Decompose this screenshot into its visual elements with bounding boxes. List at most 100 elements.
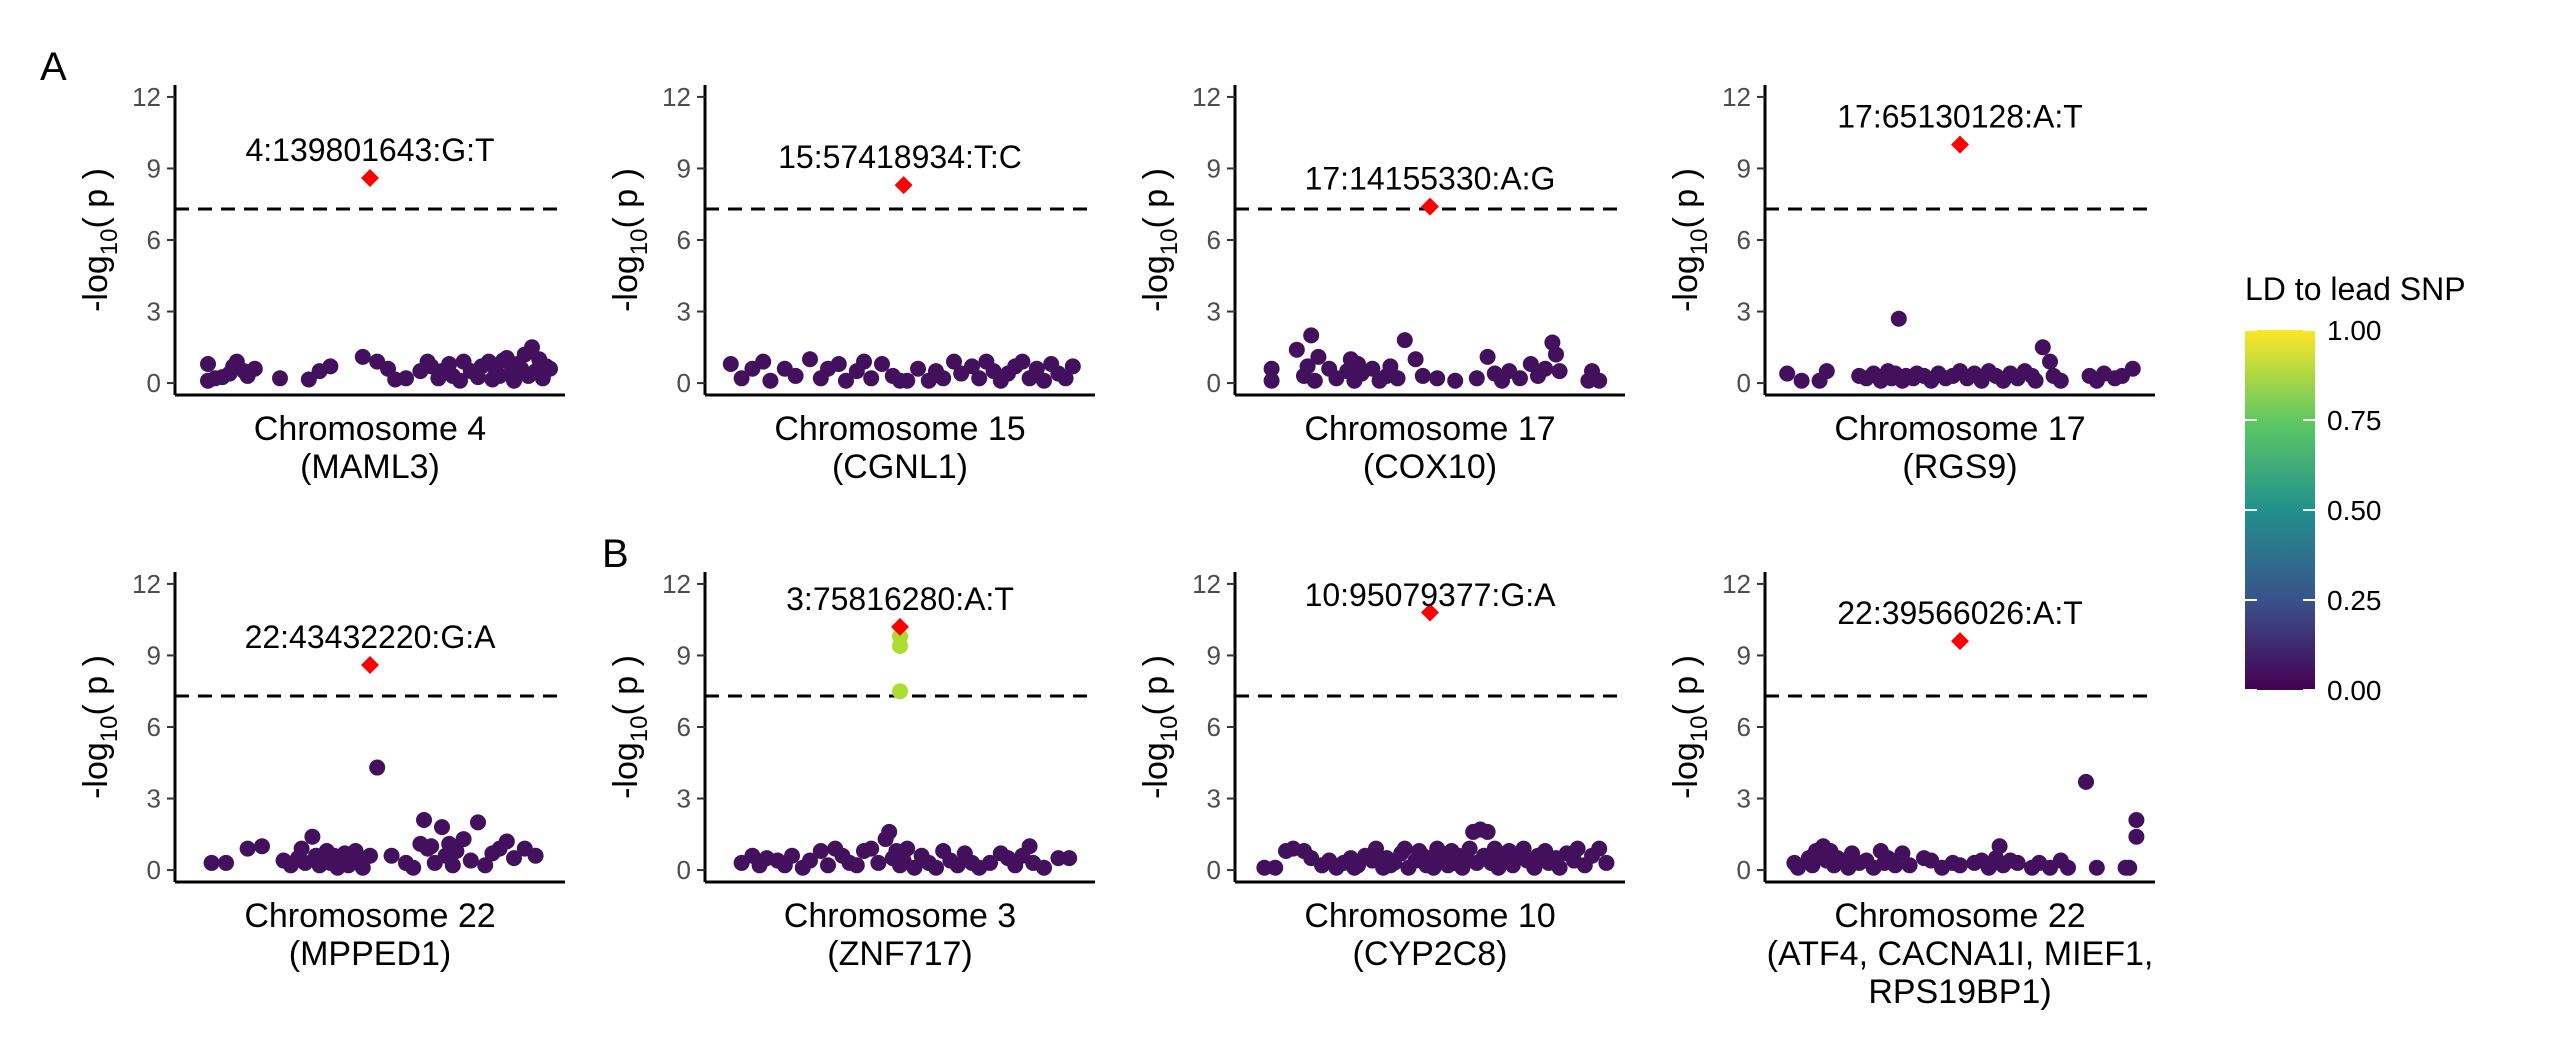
y-tick-label: 9 <box>677 153 691 183</box>
snp-point <box>300 371 317 388</box>
lead-snp-label: 17:14155330:A:G <box>1305 161 1556 197</box>
snp-point <box>1901 857 1918 874</box>
snp-point <box>398 370 414 387</box>
y-axis-label: -log10( p ) <box>77 168 123 312</box>
snp-point <box>470 814 486 831</box>
y-tick-label: 6 <box>1207 225 1221 255</box>
manhattan-panel: 0 3 6 9 12 -log10( p ) 17:65130128:A:T Chromoso… <box>1667 82 2155 486</box>
manhattan-panel: 0 3 6 9 12 -log10( p ) 10:95079377:G:A Chromoso… <box>1137 569 1625 973</box>
snp-point <box>1389 370 1406 387</box>
snp-point <box>200 356 216 372</box>
x-axis-label: Chromosome 17 <box>1834 410 2085 448</box>
ld-legend: LD to lead SNP 1.00 0.75 0.50 0.25 0.00 <box>2245 271 2466 706</box>
snp-point <box>1537 360 1554 377</box>
snp-point <box>949 857 966 874</box>
snp-point <box>1429 370 1446 387</box>
y-tick-label: 12 <box>662 569 691 599</box>
lead-snp-marker <box>1951 135 1969 154</box>
y-tick-label: 0 <box>147 368 161 398</box>
snp-point <box>971 370 988 387</box>
snp-point <box>2124 360 2141 377</box>
snp-point <box>1414 367 1431 384</box>
panel-label-b: B <box>602 532 629 576</box>
snp-point <box>802 351 818 368</box>
snp-point <box>2078 773 2094 790</box>
y-tick-label: 3 <box>1737 784 1751 814</box>
lead-snp-marker <box>361 169 379 187</box>
snp-point <box>2034 339 2051 356</box>
lead-snp-label: 10:95079377:G:A <box>1305 577 1557 613</box>
snp-point <box>1267 859 1284 876</box>
snp-point <box>416 812 432 828</box>
snp-point <box>881 823 898 840</box>
y-tick-label: 3 <box>1737 297 1751 327</box>
snp-point <box>1598 854 1615 871</box>
snp-point <box>462 852 479 869</box>
y-tick-label: 12 <box>1192 82 1221 112</box>
y-tick-label: 6 <box>1207 712 1221 742</box>
snp-point <box>246 360 263 377</box>
y-tick-label: 0 <box>1207 368 1221 398</box>
snp-point <box>1779 365 1796 382</box>
snp-point <box>524 339 540 356</box>
y-tick-label: 3 <box>147 297 161 327</box>
snp-point <box>874 356 890 372</box>
legend-ticks: 1.00 0.75 0.50 0.25 0.00 <box>2245 315 2382 706</box>
lead-snp-marker <box>1421 197 1439 216</box>
y-tick-label: 9 <box>147 640 161 670</box>
snp-point <box>1028 360 1045 377</box>
x-axis-label: Chromosome 22 <box>1834 897 2085 935</box>
snp-point <box>1061 850 1078 867</box>
x-axis-gene-label: (MAML3) <box>300 448 440 486</box>
snp-point <box>218 854 234 871</box>
snp-point <box>830 356 847 372</box>
x-axis-gene-label: (MPPED1) <box>289 935 451 973</box>
snp-point <box>1818 363 1835 380</box>
snp-point <box>434 819 450 836</box>
snp-point <box>762 372 779 389</box>
y-tick-label: 6 <box>1737 225 1751 255</box>
snp-point <box>1991 838 2008 855</box>
y-axis-label: -log10( p ) <box>607 168 653 312</box>
snp-point <box>304 828 321 845</box>
snp-point <box>1306 372 1323 389</box>
panel-label-a: A <box>40 45 67 89</box>
legend-title: LD to lead SNP <box>2245 271 2466 307</box>
snp-point <box>1461 840 1478 857</box>
snp-point <box>928 859 944 876</box>
y-tick-label: 12 <box>132 569 161 599</box>
manhattan-panel: 0 3 6 9 12 -log10( p ) 3:75816280:A:T Chromosom… <box>607 569 1095 973</box>
y-tick-label: 3 <box>677 297 691 327</box>
snp-point <box>542 360 558 377</box>
snp-point <box>1468 370 1485 387</box>
snp-point <box>856 353 872 370</box>
snp-point <box>527 847 544 864</box>
snp-point <box>254 838 270 855</box>
snp-point <box>354 859 371 876</box>
y-tick-label: 3 <box>1207 784 1221 814</box>
snp-point <box>383 847 400 864</box>
snp-point <box>444 857 461 874</box>
lead-snp-marker <box>361 656 379 674</box>
snp-point <box>239 840 256 857</box>
y-axis-label: -log10( p ) <box>1667 655 1713 799</box>
lead-snp-label: 3:75816280:A:T <box>786 581 1014 617</box>
snp-point <box>982 854 998 871</box>
y-tick-label: 9 <box>1737 153 1751 183</box>
y-tick-label: 0 <box>1737 855 1751 885</box>
x-axis-gene-label: (RGS9) <box>1902 448 2017 486</box>
snp-point <box>802 852 818 869</box>
snp-point <box>722 356 739 372</box>
x-axis-label: Chromosome 17 <box>1304 410 1555 448</box>
legend-tick-label: 0.00 <box>2327 675 2382 706</box>
y-tick-label: 3 <box>147 784 161 814</box>
lead-snp-marker <box>1421 603 1439 622</box>
snp-point-high-ld <box>892 683 908 700</box>
snp-point <box>1057 370 1074 387</box>
snp-point <box>2027 372 2044 389</box>
snp-point <box>1952 857 1968 874</box>
snp-point <box>452 372 468 389</box>
snp-point <box>477 857 494 874</box>
snp-point <box>1569 840 1586 857</box>
snp-point <box>863 370 880 387</box>
